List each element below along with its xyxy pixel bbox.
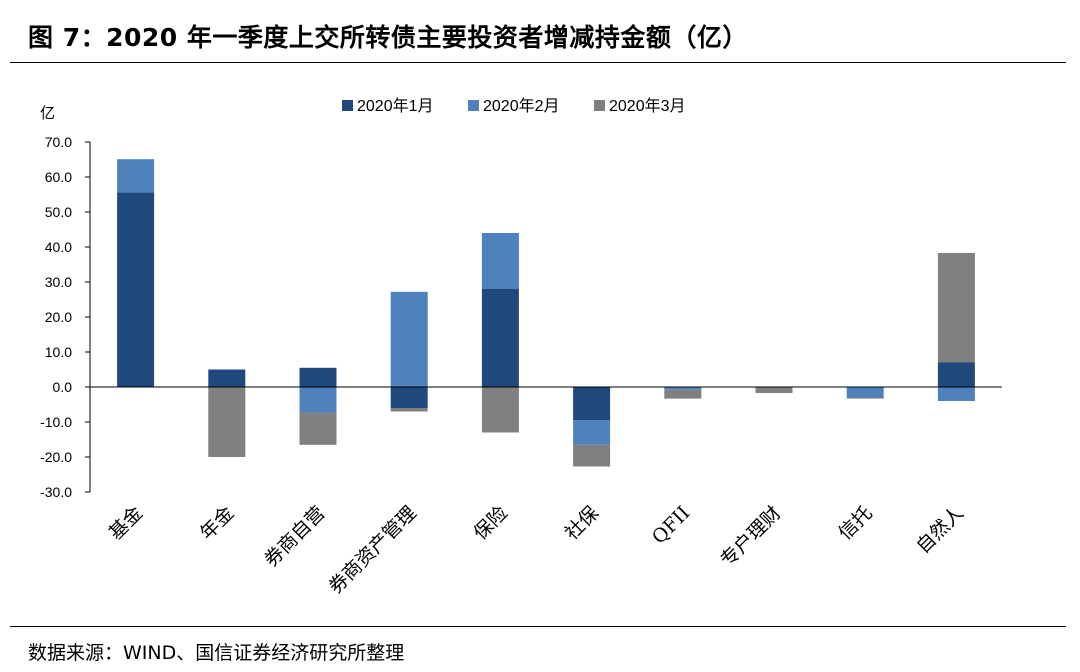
- x-category-label: 年金: [196, 502, 238, 544]
- y-tick-label: 20.0: [45, 309, 72, 325]
- bar-segment: [299, 367, 337, 388]
- bar-segment: [937, 252, 975, 363]
- y-tick-label: -10.0: [40, 414, 72, 430]
- y-tick-label: 10.0: [45, 344, 72, 360]
- source-note: 数据来源：WIND、国信证券经济研究所整理: [28, 642, 405, 664]
- x-category-label: 基金: [105, 502, 147, 544]
- bar-chart: 70.0 60.0 50.0 40.0 30.0 20.0 10.0 0.0 -10.0 -20.…: [40, 97, 1002, 598]
- x-category-label: 自然人: [912, 502, 968, 558]
- x-category-label: QFII: [648, 502, 695, 549]
- bar-segment: [573, 387, 611, 421]
- y-tick-label: 30.0: [45, 274, 72, 290]
- bar-segment: [481, 387, 519, 433]
- y-tick-label: 0.0: [53, 379, 73, 395]
- y-tick-label: -30.0: [40, 484, 72, 500]
- bar-segment: [573, 420, 611, 445]
- bar-segment: [481, 289, 519, 387]
- y-tick-label: 70.0: [45, 134, 72, 150]
- bar-segment: [937, 387, 975, 401]
- x-category-label: 社保: [561, 502, 603, 544]
- bar-segment: [117, 159, 155, 193]
- bar-segment: [664, 389, 702, 399]
- legend-swatch: [594, 100, 605, 111]
- bar-segment: [390, 291, 428, 387]
- bar-segment: [390, 387, 428, 408]
- chart-title: 图 7：2020 年一季度上交所转债主要投资者增减持金额（亿）: [28, 23, 748, 52]
- bar-segment: [299, 387, 337, 413]
- bar-segment: [664, 387, 702, 390]
- legend-swatch: [342, 100, 353, 111]
- bar-segment: [573, 444, 611, 467]
- x-category-label: 券商资产管理: [325, 502, 421, 598]
- footer-rule: [10, 626, 1066, 627]
- bar-segment: [208, 369, 246, 387]
- y-tick-label: -20.0: [40, 449, 72, 465]
- legend-swatch: [468, 100, 479, 111]
- legend-label: 2020年1月: [357, 97, 434, 115]
- bar-segment: [117, 192, 155, 387]
- y-unit-label: 亿: [40, 104, 55, 122]
- y-tick-label: 40.0: [45, 239, 72, 255]
- y-tick-label: 60.0: [45, 169, 72, 185]
- x-category-label: 保险: [469, 502, 511, 544]
- bar-segment: [846, 397, 884, 399]
- legend-label: 2020年2月: [483, 97, 560, 115]
- legend-label: 2020年3月: [609, 97, 686, 115]
- bar-segment: [755, 387, 793, 393]
- x-category-label: 专户理财: [716, 502, 785, 571]
- title-rule: [10, 62, 1066, 63]
- bar-segment: [299, 412, 337, 445]
- y-tick-label: 50.0: [45, 204, 72, 220]
- bar-segment: [937, 362, 975, 387]
- bar-segment: [390, 408, 428, 412]
- bar-segment: [481, 233, 519, 289]
- x-category-label: 信托: [834, 502, 876, 544]
- bar-segment: [846, 387, 884, 398]
- x-category-label: 券商自营: [260, 502, 329, 571]
- bar-segment: [208, 387, 246, 457]
